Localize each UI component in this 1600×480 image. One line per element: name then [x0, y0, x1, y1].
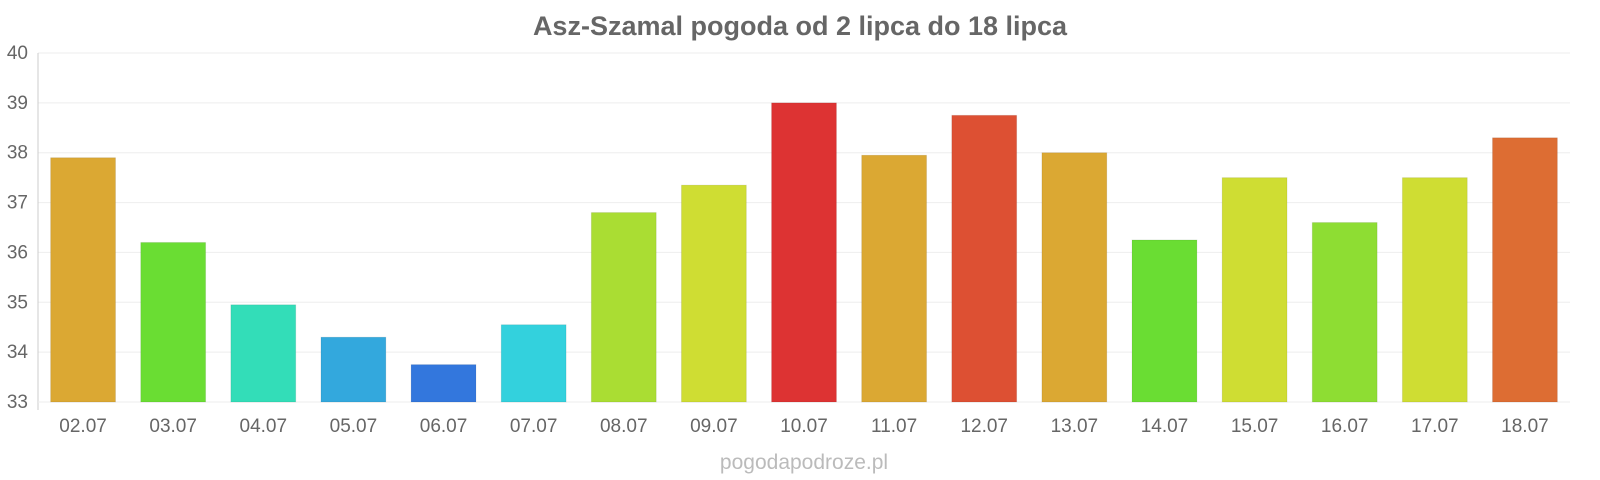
- x-tick-label: 17.07: [1411, 416, 1459, 437]
- bar: [410, 364, 477, 403]
- x-tick-label: 09.07: [690, 416, 738, 437]
- x-tick-labels: 02.07 03.07 04.07 05.07 06.07 07.07 08.07 09.07…: [59, 416, 1548, 437]
- bar: [50, 157, 117, 403]
- x-tick-label: 16.07: [1321, 416, 1369, 437]
- y-tick-label: 36: [7, 242, 28, 263]
- y-tick-label: 37: [7, 193, 28, 214]
- x-tick-label: 03.07: [149, 416, 197, 437]
- y-tick-label: 33: [7, 392, 28, 413]
- bar: [1311, 222, 1378, 403]
- bar: [590, 212, 657, 403]
- bar: [1041, 152, 1108, 403]
- x-tick-label: 11.07: [871, 416, 917, 437]
- y-tick-label: 35: [7, 292, 28, 313]
- bar: [500, 324, 567, 403]
- bar: [230, 304, 297, 403]
- y-tick-label: 38: [7, 143, 28, 164]
- x-tick-label: 05.07: [330, 416, 378, 437]
- x-tick-label: 15.07: [1231, 416, 1279, 437]
- bar: [680, 184, 747, 403]
- x-tick-label: 18.07: [1501, 416, 1549, 437]
- x-tick-label: 12.07: [960, 416, 1008, 437]
- x-tick-label: 08.07: [600, 416, 648, 437]
- bar: [320, 336, 387, 403]
- bar: [1221, 177, 1288, 403]
- watermark: pogodapodroze.pl: [720, 451, 888, 474]
- y-tick-label: 39: [7, 93, 28, 114]
- bar: [140, 241, 207, 403]
- x-tick-label: 13.07: [1051, 416, 1099, 437]
- y-tick-labels: 33 34 35 36 37 38 39 40: [7, 43, 29, 413]
- x-tick-label: 02.07: [59, 416, 107, 437]
- bar: [1401, 177, 1468, 403]
- bar: [1491, 137, 1558, 403]
- x-tick-label: 07.07: [510, 416, 558, 437]
- x-tick-label: 10.07: [780, 416, 828, 437]
- x-tick-label: 14.07: [1141, 416, 1189, 437]
- y-tick-label: 40: [7, 43, 28, 64]
- x-tick-label: 06.07: [420, 416, 468, 437]
- bar: [861, 154, 928, 403]
- bar: [771, 102, 837, 403]
- chart-title: Asz-Szamal pogoda od 2 lipca do 18 lipca: [533, 11, 1068, 41]
- y-tick-label: 34: [7, 342, 29, 363]
- bar: [951, 114, 1018, 403]
- bars: [50, 102, 1558, 403]
- x-tick-label: 04.07: [240, 416, 288, 437]
- bar: [1131, 239, 1198, 403]
